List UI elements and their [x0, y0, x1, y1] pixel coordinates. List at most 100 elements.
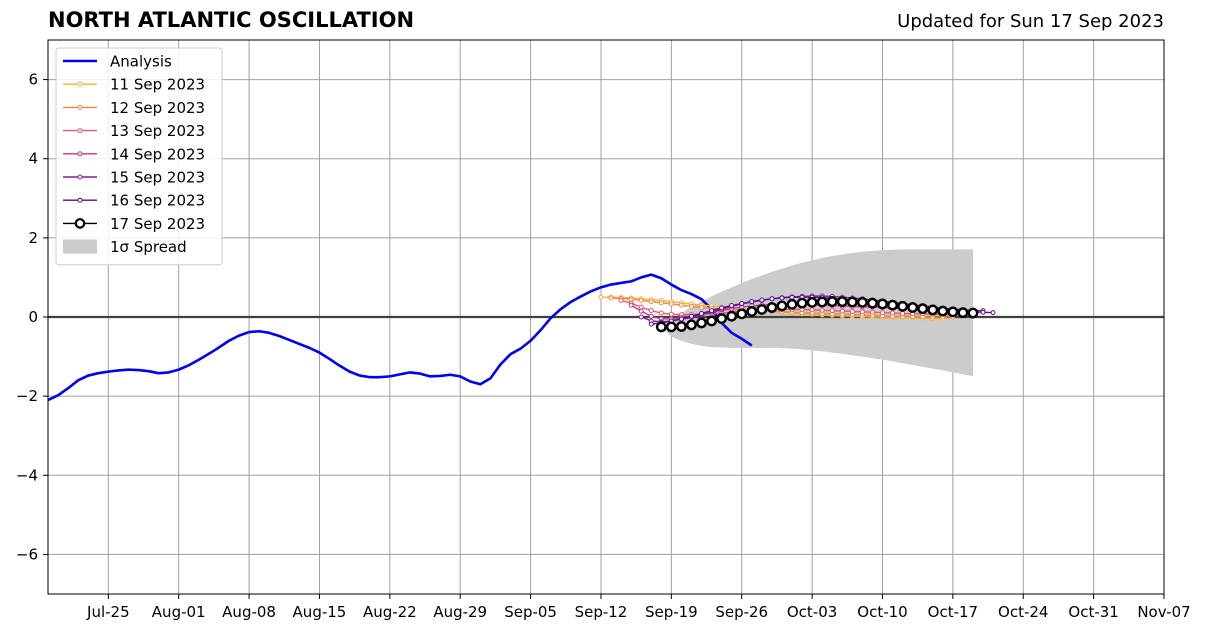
forecast-point [769, 296, 775, 302]
legend-label: 17 Sep 2023 [110, 215, 205, 233]
forecast-point [859, 309, 865, 315]
forecast-point [668, 301, 674, 307]
latest-forecast-point [917, 303, 929, 315]
legend-label: 15 Sep 2023 [110, 169, 205, 187]
x-tick-label: Oct-17 [928, 603, 978, 621]
latest-forecast-point [786, 298, 798, 310]
forecast-point [849, 308, 855, 314]
legend-box [55, 47, 223, 266]
latest-forecast-point [947, 306, 959, 318]
y-tick-label: 6 [28, 71, 38, 89]
latest-forecast-point [726, 310, 738, 322]
forecast-point [699, 305, 705, 311]
latest-forecast-point [796, 297, 808, 309]
forecast-point [678, 302, 684, 308]
forecast-point [648, 313, 654, 319]
latest-forecast-point [846, 296, 858, 308]
forecast-point [638, 308, 644, 314]
x-tick-label: Jul-25 [86, 603, 130, 621]
y-axis-ticks: −6 −4 −2 0 2 4 6 [16, 71, 48, 563]
x-tick-label: Aug-29 [433, 603, 487, 621]
x-tick-label: Sep-12 [575, 603, 628, 621]
x-axis-ticks: Jul-25 Aug-01 Aug-08 Aug-15 Aug-22 Aug-29 Sep-… [86, 594, 1191, 621]
latest-forecast-point [686, 319, 697, 331]
forecast-point [980, 309, 986, 315]
forecast-point [719, 305, 725, 311]
latest-forecast-point [776, 300, 788, 312]
latest-forecast-point [676, 321, 687, 332]
x-tick-label: Sep-05 [504, 603, 557, 621]
forecast-point [759, 297, 765, 303]
forecast-point [819, 307, 825, 313]
forecast-point [779, 295, 785, 301]
latest-forecast-point [897, 300, 908, 312]
latest-forecast-point [746, 306, 758, 317]
legend-swatch-marker [77, 104, 83, 110]
chart-title: NORTH ATLANTIC OSCILLATION [48, 8, 415, 32]
forecast-point [638, 304, 644, 310]
legend-swatch-marker [77, 81, 83, 87]
forecast-point [729, 303, 735, 309]
x-tick-label: Sep-19 [645, 603, 698, 621]
forecast-point [879, 310, 885, 316]
forecast-point [678, 316, 684, 322]
latest-forecast-point [877, 298, 888, 310]
forecast-point [658, 310, 664, 316]
latest-forecast-point [816, 296, 828, 308]
x-tick-label: Nov-07 [1137, 603, 1190, 621]
x-tick-label: Oct-10 [857, 603, 907, 621]
forecast-point [668, 311, 674, 317]
forecast-point [688, 313, 694, 319]
legend-label: 11 Sep 2023 [110, 76, 205, 94]
forecast-point [628, 296, 634, 302]
forecast-point [839, 308, 845, 314]
y-tick-label: −2 [16, 387, 38, 405]
latest-forecast-point [756, 304, 768, 315]
forecast-point [749, 299, 755, 305]
x-tick-label: Oct-31 [1068, 603, 1118, 621]
forecast-point [699, 310, 705, 316]
latest-forecast-point [665, 321, 677, 333]
x-tick-label: Oct-03 [787, 603, 837, 621]
legend-swatch-marker [74, 218, 86, 229]
forecast-point [809, 307, 815, 313]
latest-forecast-point [706, 315, 717, 327]
forecast-point [648, 308, 654, 314]
latest-forecast-point [716, 313, 728, 324]
legend-label: 1σ Spread [110, 238, 187, 256]
forecast-point [628, 302, 634, 308]
legend-label: Analysis [110, 53, 172, 71]
forecast-point [990, 310, 996, 316]
y-tick-label: 2 [28, 229, 38, 247]
legend-label: 12 Sep 2023 [110, 99, 205, 117]
latest-forecast-point [856, 296, 868, 308]
latest-forecast-point [766, 302, 778, 313]
latest-forecast-point [907, 302, 919, 313]
legend-label: 14 Sep 2023 [110, 145, 205, 163]
legend-swatch-spread [63, 239, 97, 254]
x-tick-label: Aug-08 [222, 603, 276, 621]
legend-label: 13 Sep 2023 [110, 122, 205, 140]
forecast-point [638, 297, 644, 303]
y-tick-label: −4 [16, 466, 38, 484]
forecast-point [658, 300, 664, 306]
latest-forecast-point [736, 308, 748, 320]
forecast-point [890, 310, 896, 316]
forecast-point [869, 309, 875, 315]
legend-swatch-marker [77, 174, 83, 180]
latest-forecast-point [826, 296, 838, 307]
forecast-point [688, 303, 694, 309]
y-tick-label: 0 [28, 308, 38, 326]
latest-forecast-point [836, 296, 848, 307]
forecast-point [789, 294, 795, 300]
forecast-point [638, 314, 644, 320]
forecast-point [618, 297, 624, 303]
latest-forecast-point [927, 304, 939, 316]
legend: Analysis 11 Sep 2023 12 Sep 2023 13 Sep 202… [55, 47, 223, 266]
latest-forecast-point [806, 296, 818, 308]
updated-date: Updated for Sun 17 Sep 2023 [897, 11, 1164, 32]
x-tick-label: Aug-22 [363, 603, 417, 621]
legend-swatch-marker [77, 197, 83, 203]
legend-label: 16 Sep 2023 [110, 192, 205, 210]
